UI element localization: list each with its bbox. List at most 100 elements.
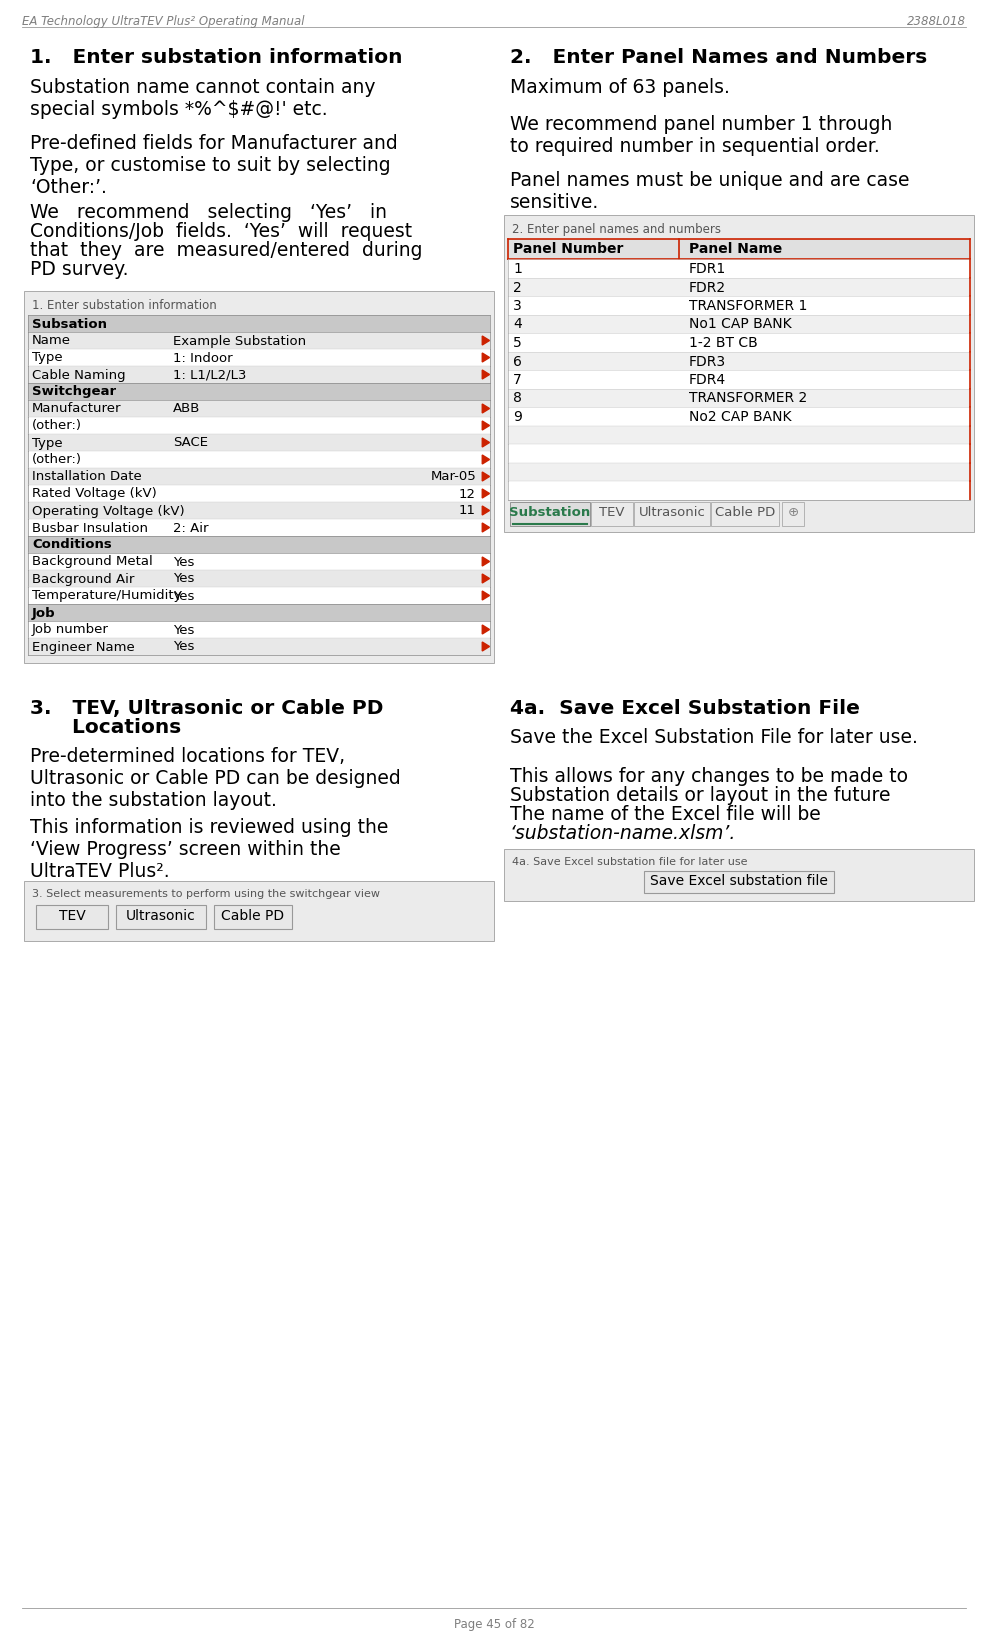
Text: FDR1: FDR1: [689, 263, 726, 276]
Text: Switchgear: Switchgear: [32, 385, 117, 398]
Bar: [504, 215, 974, 532]
Bar: [508, 388, 970, 406]
Text: Yes: Yes: [173, 555, 195, 568]
Bar: [28, 434, 490, 450]
Text: Panel Name: Panel Name: [689, 242, 782, 256]
Text: Cable PD: Cable PD: [715, 506, 776, 519]
Polygon shape: [482, 574, 489, 583]
Bar: [28, 622, 490, 638]
Text: 2: 2: [513, 281, 522, 294]
Bar: [508, 315, 970, 333]
Bar: [508, 406, 970, 426]
Text: (other:): (other:): [32, 454, 82, 467]
Text: Substation details or layout in the future: Substation details or layout in the futu…: [510, 787, 890, 805]
Bar: [508, 238, 970, 259]
Bar: [28, 384, 490, 400]
Polygon shape: [482, 591, 489, 601]
Text: 4a.  Save Excel Substation File: 4a. Save Excel Substation File: [510, 698, 860, 718]
Text: Busbar Insulation: Busbar Insulation: [32, 522, 148, 535]
Bar: [28, 485, 490, 503]
Text: Operating Voltage (kV): Operating Voltage (kV): [32, 504, 185, 517]
Text: 2.   Enter Panel Names and Numbers: 2. Enter Panel Names and Numbers: [510, 47, 928, 67]
Text: No2 CAP BANK: No2 CAP BANK: [689, 410, 791, 424]
Text: 1-2 BT CB: 1-2 BT CB: [689, 336, 758, 349]
Bar: [508, 333, 970, 351]
Bar: [28, 400, 490, 418]
Text: 1: Indoor: 1: Indoor: [173, 351, 232, 364]
Bar: [510, 501, 590, 526]
Polygon shape: [482, 625, 489, 633]
Text: Substation name cannot contain any
special symbols *%^$#@!' etc.: Substation name cannot contain any speci…: [30, 78, 375, 119]
Polygon shape: [482, 353, 489, 362]
Bar: [28, 349, 490, 366]
Text: Mar-05: Mar-05: [430, 470, 476, 483]
Polygon shape: [482, 370, 489, 379]
Text: 3.   TEV, Ultrasonic or Cable PD: 3. TEV, Ultrasonic or Cable PD: [30, 698, 383, 718]
Bar: [28, 553, 490, 570]
Text: 2. Enter panel names and numbers: 2. Enter panel names and numbers: [512, 224, 721, 237]
Text: 2: Air: 2: Air: [173, 522, 208, 535]
Bar: [28, 519, 490, 535]
Text: Subsation: Subsation: [32, 318, 107, 331]
Polygon shape: [482, 336, 489, 344]
Text: Pre-determined locations for TEV,
Ultrasonic or Cable PD can be designed
into th: Pre-determined locations for TEV, Ultras…: [30, 747, 401, 809]
Text: The name of the Excel file will be: The name of the Excel file will be: [510, 805, 821, 824]
Bar: [508, 462, 970, 481]
Text: PD survey.: PD survey.: [30, 259, 128, 279]
Text: ⊕: ⊕: [787, 506, 798, 519]
Bar: [28, 315, 490, 331]
Polygon shape: [482, 437, 489, 447]
Bar: [508, 426, 970, 444]
Text: Name: Name: [32, 335, 71, 348]
Bar: [634, 501, 710, 526]
Bar: [28, 535, 490, 553]
Bar: [28, 638, 490, 654]
Text: 9: 9: [513, 410, 522, 424]
Text: Save Excel substation file: Save Excel substation file: [650, 875, 828, 888]
Bar: [214, 906, 292, 929]
Text: 8: 8: [513, 392, 522, 405]
Text: Ultrasonic: Ultrasonic: [126, 909, 196, 924]
Bar: [36, 906, 108, 929]
Polygon shape: [482, 490, 489, 498]
Text: Save the Excel Substation File for later use.: Save the Excel Substation File for later…: [510, 728, 918, 747]
Bar: [508, 259, 970, 277]
Polygon shape: [482, 522, 489, 532]
Text: Cable PD: Cable PD: [221, 909, 285, 924]
Bar: [28, 570, 490, 588]
Text: Ultrasonic: Ultrasonic: [638, 506, 705, 519]
Bar: [28, 588, 490, 604]
Text: ABB: ABB: [173, 403, 201, 416]
Text: 11: 11: [459, 504, 476, 517]
Text: Temperature/Humidity: Temperature/Humidity: [32, 589, 182, 602]
Bar: [644, 871, 834, 893]
Text: This information is reviewed using the
‘View Progress’ screen within the
UltraTE: This information is reviewed using the ‘…: [30, 818, 388, 881]
Bar: [591, 501, 633, 526]
Text: Pre-defined fields for Manufacturer and
Type, or customise to suit by selecting
: Pre-defined fields for Manufacturer and …: [30, 134, 398, 197]
Text: 6: 6: [513, 354, 522, 369]
Text: FDR3: FDR3: [689, 354, 726, 369]
Polygon shape: [482, 405, 489, 413]
Bar: [508, 444, 970, 462]
Bar: [711, 501, 779, 526]
Bar: [28, 331, 490, 349]
Text: Job number: Job number: [32, 623, 109, 636]
Text: Job: Job: [32, 607, 55, 620]
Text: Background Metal: Background Metal: [32, 555, 153, 568]
Text: ‘substation-name.xlsm’.: ‘substation-name.xlsm’.: [510, 824, 736, 844]
Text: 7: 7: [513, 374, 522, 387]
Text: Conditions: Conditions: [32, 539, 112, 552]
Bar: [28, 450, 490, 468]
Text: We recommend panel number 1 through
to required number in sequential order.: We recommend panel number 1 through to r…: [510, 114, 892, 157]
Bar: [508, 295, 970, 315]
Bar: [116, 906, 206, 929]
Polygon shape: [482, 506, 489, 516]
Text: Type: Type: [32, 436, 62, 449]
Text: that  they  are  measured/entered  during: that they are measured/entered during: [30, 242, 423, 259]
Bar: [504, 849, 974, 901]
Text: 12: 12: [459, 488, 476, 501]
Bar: [28, 315, 490, 654]
Text: 1: L1/L2/L3: 1: L1/L2/L3: [173, 369, 246, 382]
Bar: [508, 370, 970, 388]
Text: Type: Type: [32, 351, 62, 364]
